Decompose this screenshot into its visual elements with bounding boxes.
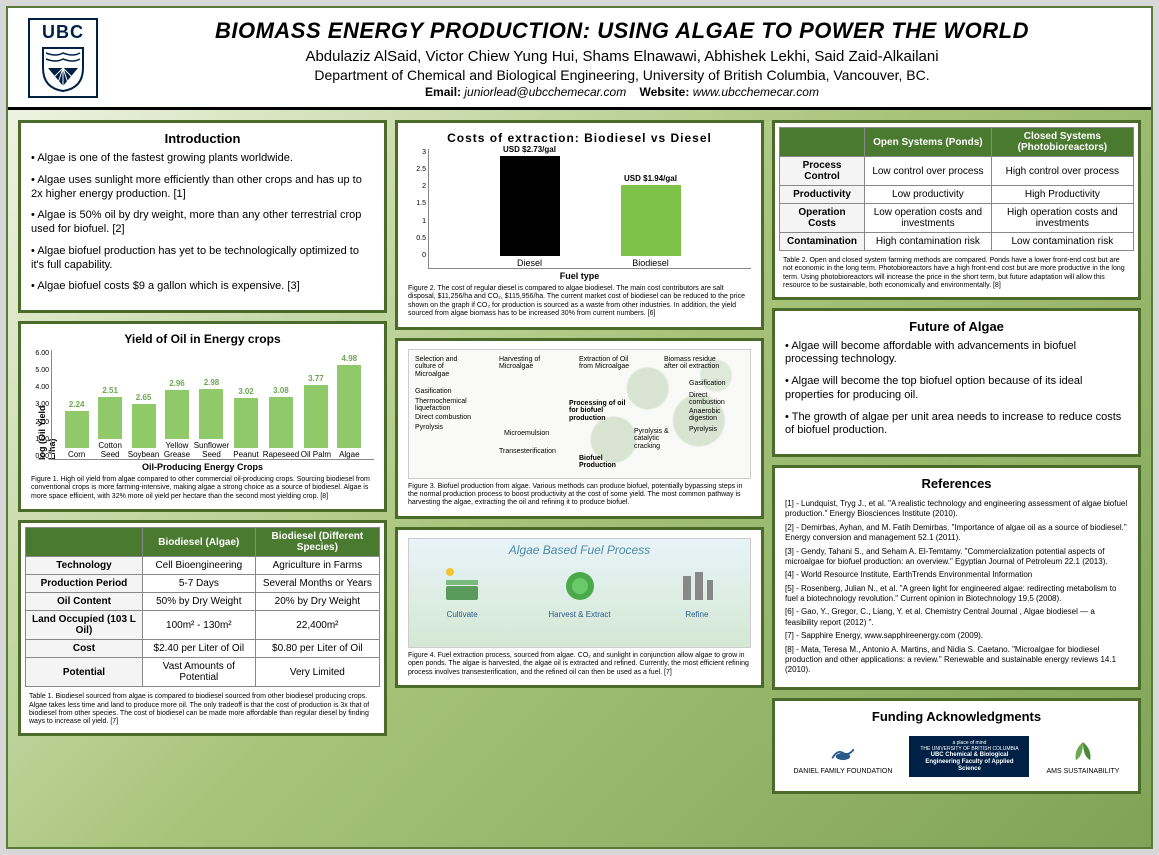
diagram-caption: Figure 3. Biofuel production from algae.… bbox=[408, 483, 751, 508]
funding-logos: DANIEL FAMILY FOUNDATION a place of mind… bbox=[785, 730, 1128, 784]
column-left: Introduction Algae is one of the fastest… bbox=[18, 120, 387, 837]
yield-x-label: Oil-Producing Energy Crops bbox=[31, 462, 374, 472]
cost-x-label: Fuel type bbox=[408, 271, 751, 281]
intro-bullets: Algae is one of the fastest growing plan… bbox=[31, 152, 374, 294]
intro-panel: Introduction Algae is one of the fastest… bbox=[18, 120, 387, 313]
biofuel-flow-diagram: Selection and culture of Microalgae Harv… bbox=[408, 349, 751, 479]
table2-caption: Table 2. Open and closed system farming … bbox=[779, 255, 1134, 293]
table1-panel: Biodiesel (Algae)Biodiesel (Different Sp… bbox=[18, 520, 387, 736]
yield-bars: 2.24Corn2.51Cotton Seed2.65Soybean2.96Ye… bbox=[51, 350, 374, 460]
intro-title: Introduction bbox=[31, 131, 374, 146]
cost-chart-panel: Costs of extraction: Biodiesel vs Diesel… bbox=[395, 120, 764, 330]
references-title: References bbox=[785, 476, 1128, 493]
poster-contact: Email: juniorlead@ubcchemecar.com Websit… bbox=[113, 85, 1131, 99]
table1-caption: Table 1. Biodiesel sourced from algae is… bbox=[25, 691, 380, 729]
ubc-logo-text: UBC bbox=[42, 22, 84, 43]
process-step-cultivate: Cultivate bbox=[442, 566, 482, 619]
table2-panel: Open Systems (Ponds)Closed Systems (Phot… bbox=[772, 120, 1141, 300]
future-panel: Future of Algae Algae will become afford… bbox=[772, 308, 1141, 458]
process-panel: Algae Based Fuel Process Cultivate Harve… bbox=[395, 527, 764, 688]
ubc-logo: UBC bbox=[28, 18, 98, 98]
comparison-table-2: Open Systems (Ponds)Closed Systems (Phot… bbox=[779, 127, 1134, 251]
ubc-shield-icon bbox=[38, 43, 88, 93]
funder-ubc-chbe: a place of mindTHE UNIVERSITY OF BRITISH… bbox=[909, 736, 1029, 778]
funding-panel: Funding Acknowledgments DANIEL FAMILY FO… bbox=[772, 698, 1141, 795]
diagram-panel: Selection and culture of Microalgae Harv… bbox=[395, 338, 764, 519]
column-right: Open Systems (Ponds)Closed Systems (Phot… bbox=[772, 120, 1141, 837]
process-step-harvest: Harvest & Extract bbox=[548, 566, 610, 619]
poster-title: BIOMASS ENERGY PRODUCTION: USING ALGAE T… bbox=[113, 18, 1131, 44]
future-title: Future of Algae bbox=[785, 319, 1128, 334]
funder-ams: AMS SUSTAINABILITY bbox=[1046, 738, 1119, 775]
header-text-block: BIOMASS ENERGY PRODUCTION: USING ALGAE T… bbox=[113, 18, 1131, 99]
cost-y-ticks: 32.521.510.50 bbox=[406, 149, 426, 259]
yield-caption: Figure 1. High oil yield from algae comp… bbox=[31, 476, 374, 501]
algae-process-graphic: Algae Based Fuel Process Cultivate Harve… bbox=[408, 538, 751, 648]
future-bullets: Algae will become affordable with advanc… bbox=[785, 340, 1128, 439]
poster-root: UBC BIOMASS ENERGY PRODUCTION: USING ALG… bbox=[6, 6, 1153, 849]
comparison-table-1: Biodiesel (Algae)Biodiesel (Different Sp… bbox=[25, 527, 380, 687]
yield-chart-panel: Yield of Oil in Energy crops log (Oil Yi… bbox=[18, 321, 387, 512]
funding-title: Funding Acknowledgments bbox=[785, 709, 1128, 724]
references-list: [1] - Lundquist, Tryg J., et al. "A real… bbox=[785, 499, 1128, 676]
poster-authors: Abdulaziz AlSaid, Victor Chiew Yung Hui,… bbox=[113, 48, 1131, 65]
poster-header: UBC BIOMASS ENERGY PRODUCTION: USING ALG… bbox=[8, 8, 1151, 110]
process-caption: Figure 4. Fuel extraction process, sourc… bbox=[408, 652, 751, 677]
process-step-refine: Refine bbox=[677, 566, 717, 619]
column-middle: Costs of extraction: Biodiesel vs Diesel… bbox=[395, 120, 764, 837]
cost-caption: Figure 2. The cost of regular diesel is … bbox=[408, 285, 751, 319]
poster-department: Department of Chemical and Biological En… bbox=[113, 67, 1131, 83]
references-panel: References [1] - Lundquist, Tryg J., et … bbox=[772, 465, 1141, 690]
yield-y-ticks: 6.005.004.003.002.001.000.00 bbox=[29, 350, 49, 460]
poster-body: Introduction Algae is one of the fastest… bbox=[8, 110, 1151, 847]
funder-daniel: DANIEL FAMILY FOUNDATION bbox=[794, 738, 893, 775]
cost-bars: USD $2.73/galDieselUSD $1.94/galBiodiese… bbox=[428, 149, 751, 269]
cost-chart-title: Costs of extraction: Biodiesel vs Diesel bbox=[408, 131, 751, 145]
yield-chart-title: Yield of Oil in Energy crops bbox=[31, 332, 374, 346]
